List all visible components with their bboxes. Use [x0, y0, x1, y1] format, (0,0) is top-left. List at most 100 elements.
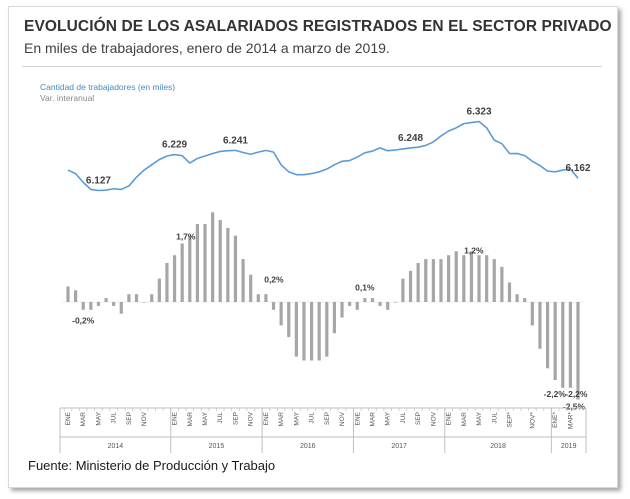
x-month-label: ENE: [263, 411, 270, 425]
bar-mark: [439, 259, 443, 302]
line-data-label: 6.241: [223, 135, 248, 146]
bar-mark: [96, 302, 101, 306]
bar-mark: [393, 302, 397, 303]
bar-mark: [523, 298, 527, 302]
x-year-label: 2014: [108, 443, 124, 450]
bar-mark: [66, 286, 70, 302]
x-month-label: JUL: [111, 412, 118, 424]
x-month-label: SEP: [324, 412, 331, 425]
bar-mark: [568, 302, 572, 388]
bar-mark: [553, 302, 557, 380]
bar-data-label: -2,5%: [563, 402, 586, 412]
bar-mark: [150, 294, 154, 302]
bar-data-label: 1,7%: [176, 232, 196, 242]
bar-mark: [424, 259, 428, 302]
bar-mark: [477, 255, 481, 302]
x-month-label: MAR: [461, 412, 468, 427]
x-month-label: MAR*: [567, 412, 574, 429]
bar-mark: [112, 302, 116, 306]
bar-mark: [241, 259, 245, 302]
x-month-label: ENE*: [552, 412, 559, 428]
bar-mark: [454, 251, 458, 302]
x-month-label: JUL: [491, 412, 498, 424]
x-month-label: ENE: [65, 411, 72, 425]
x-month-label: ENE: [446, 411, 453, 425]
x-month-label: SEP: [415, 412, 422, 425]
legend-line-series: Cantidad de trabajadores (en miles): [40, 82, 176, 92]
bar-data-label: -2,2%: [544, 389, 567, 399]
bar-mark: [386, 302, 390, 310]
x-month-label: ENE: [172, 411, 179, 425]
x-month-label: ENE: [354, 411, 361, 425]
x-month-label: NOV*: [529, 412, 536, 429]
x-year-label: 2017: [391, 443, 407, 450]
bar-mark: [203, 224, 207, 302]
bar-mark: [469, 251, 474, 302]
title-divider: [22, 66, 602, 67]
bar-mark: [545, 302, 550, 369]
bar-mark: [317, 302, 321, 361]
bar-mark: [348, 302, 352, 306]
bar-mark: [226, 227, 230, 302]
bar-mark: [134, 294, 139, 302]
bar-mark: [355, 302, 359, 310]
bar-mark: [104, 298, 108, 302]
line-data-label: 6.323: [467, 107, 492, 118]
bar-mark: [363, 298, 367, 302]
x-month-label: JUL: [217, 412, 224, 424]
bar-mark: [188, 235, 192, 302]
bar-mark: [325, 302, 329, 357]
bar-mark: [249, 274, 253, 302]
bar-mark: [515, 294, 519, 302]
bar-mark: [492, 259, 496, 302]
x-month-label: MAR: [80, 412, 87, 427]
bar-mark: [233, 235, 238, 302]
bar-mark: [416, 263, 420, 302]
x-year-label: 2018: [490, 443, 506, 450]
bar-data-label: -2,2%: [565, 389, 588, 399]
bar-mark: [401, 278, 405, 302]
x-month-label: NOV: [430, 411, 437, 426]
x-month-label: MAY: [293, 411, 300, 425]
x-month-label: JUL: [400, 412, 407, 424]
bar-data-label: 1,2%: [464, 245, 484, 255]
x-month-label: JUL: [309, 412, 316, 424]
x-month-label: NOV: [141, 411, 148, 426]
bar-mark: [119, 302, 123, 314]
bar-mark: [180, 243, 184, 302]
bar-mark: [408, 270, 413, 302]
bar-mark: [340, 302, 344, 318]
bar-mark: [447, 255, 451, 302]
bar-mark: [142, 302, 146, 303]
bar-mark: [576, 302, 580, 400]
bar-mark: [462, 255, 466, 302]
bar-mark: [89, 302, 93, 310]
bar-mark: [302, 302, 306, 361]
bar-mark: [507, 282, 512, 302]
line-data-label: 6.162: [565, 163, 590, 174]
x-month-label: SEP: [232, 412, 239, 425]
bar-mark: [74, 290, 78, 302]
bar-mark: [218, 220, 222, 302]
x-month-label: MAY: [95, 411, 102, 425]
x-month-label: MAR: [187, 412, 194, 427]
bar-mark: [172, 255, 177, 302]
bar-data-label: -0,2%: [72, 315, 95, 325]
bar-mark: [309, 302, 314, 361]
x-month-label: MAY: [202, 411, 209, 425]
line-data-label: 6.248: [398, 133, 423, 144]
bar-mark: [332, 302, 337, 334]
bar-mark: [538, 302, 542, 349]
bar-mark: [370, 298, 375, 302]
chart-title: EVOLUCIÓN DE LOS ASALARIADOS REGISTRADOS…: [24, 18, 612, 35]
bar-mark: [431, 259, 435, 302]
x-year-label: 2016: [300, 443, 316, 450]
bar-mark: [195, 224, 199, 302]
bar-mark: [287, 302, 291, 338]
x-year-label: 2015: [209, 443, 225, 450]
bar-data-label: 0,1%: [355, 282, 375, 292]
bar-mark: [256, 294, 260, 302]
bar-mark: [157, 278, 161, 302]
bar-data-label: 0,2%: [264, 275, 284, 285]
